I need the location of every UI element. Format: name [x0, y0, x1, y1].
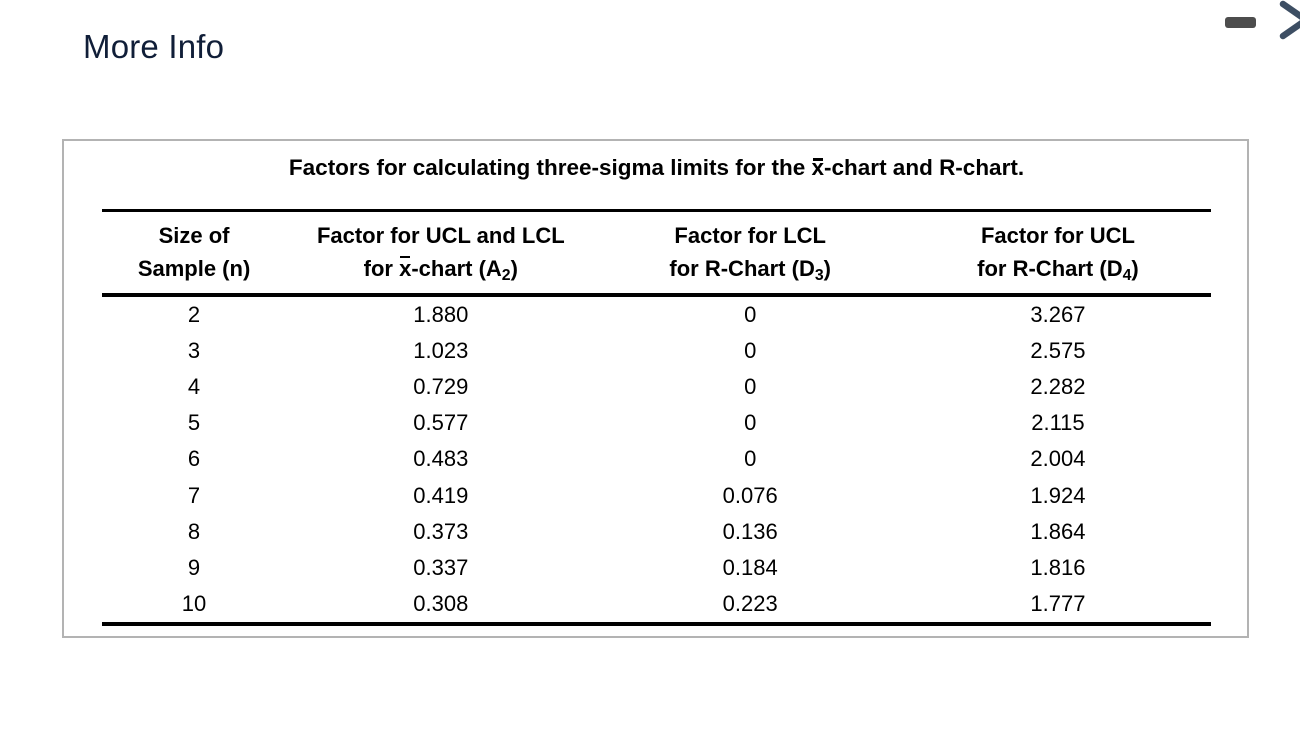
page-title: More Info: [83, 28, 225, 65]
table-cell: 0.076: [722, 482, 778, 508]
header-line: for R-Chart (D3): [596, 252, 905, 285]
table-title-text: Factors for calculating three-sigma limi…: [288, 155, 812, 180]
table-cell: 9: [187, 554, 201, 580]
chevron-right-icon[interactable]: [1279, 0, 1300, 42]
header-text: for: [363, 256, 400, 281]
table-cell: 2.575: [1030, 337, 1086, 363]
table-cell: 0.136: [722, 518, 778, 544]
table-cell: 0.483: [413, 446, 469, 472]
table-cell: 0: [744, 410, 757, 436]
table-row: 3 1.023 0 2.575: [102, 333, 1211, 369]
table-header-rule: [102, 292, 1211, 297]
table-row: 8 0.373 0.136 1.864: [102, 514, 1211, 550]
header-text: -chart (A: [411, 256, 502, 281]
header-text: ): [1131, 256, 1139, 281]
table-cell: 0.373: [413, 518, 469, 544]
subscript: 4: [1122, 266, 1132, 284]
table-cell: 3: [187, 337, 201, 363]
col-header-sample-size: Size of Sample (n): [102, 219, 286, 285]
table-row: 2 1.880 0 3.267: [102, 297, 1211, 333]
table-cell: 1.777: [1030, 591, 1086, 617]
table-cell: 6: [187, 446, 201, 472]
table-row: 4 0.729 0 2.282: [102, 369, 1211, 405]
header-line: Factor for UCL and LCL: [316, 223, 565, 248]
factors-table-panel: Factors for calculating three-sigma limi…: [62, 139, 1249, 638]
table-cell: 3.267: [1030, 301, 1086, 327]
header-line: Size of: [158, 223, 230, 248]
header-text: ): [823, 256, 831, 281]
table-row: 10 0.308 0.223 1.777: [102, 586, 1211, 622]
col-header-d4-factor: Factor for UCL for R-Chart (D4): [905, 219, 1211, 285]
table-cell: 0.308: [413, 591, 469, 617]
table-bottom-rule: [102, 622, 1211, 627]
xbar-symbol: x: [399, 252, 411, 285]
table-cell: 7: [187, 482, 201, 508]
table-cell: 2: [187, 301, 201, 327]
table-row: 5 0.577 0 2.115: [102, 405, 1211, 441]
table-cell: 1.864: [1030, 518, 1086, 544]
table-cell: 8: [187, 518, 201, 544]
col-header-a2-factor: Factor for UCL and LCL for x-chart (A2): [286, 219, 595, 285]
table-title: Factors for calculating three-sigma limi…: [102, 154, 1211, 182]
table-row: 6 0.483 0 2.004: [102, 441, 1211, 477]
table-cell: 0.419: [413, 482, 469, 508]
table-cell: 0.337: [413, 554, 469, 580]
table-header-row: Size of Sample (n) Factor for UCL and LC…: [102, 212, 1211, 293]
table-cell: 2.282: [1030, 373, 1086, 399]
table-cell: 1.880: [413, 301, 469, 327]
header-line: for R-Chart (D4): [905, 252, 1211, 285]
table-cell: 1.816: [1030, 554, 1086, 580]
table-top-rule: [102, 209, 1211, 212]
table-body: 2 1.880 0 3.267 3 1.023 0 2.575 4 0.729 0 2.282 5 0.5…: [102, 297, 1211, 623]
table-cell: 0: [744, 373, 757, 399]
table-cell: 0.577: [413, 410, 469, 436]
table-row: 9 0.337 0.184 1.816: [102, 550, 1211, 586]
header-line: Factor for UCL: [980, 223, 1135, 248]
table-cell: 5: [187, 410, 201, 436]
minimize-icon[interactable]: [1225, 17, 1256, 28]
table-cell: 0.184: [722, 554, 778, 580]
table-title-text: -chart and R-chart.: [824, 155, 1025, 180]
header-line: for x-chart (A2): [286, 252, 595, 285]
table-cell: 1.924: [1030, 482, 1086, 508]
table-cell: 0: [744, 337, 757, 363]
header-text: ): [510, 256, 518, 281]
table-cell: 4: [187, 373, 201, 399]
xbar-symbol: x: [811, 155, 825, 180]
subscript: 3: [814, 266, 824, 284]
table-row: 7 0.419 0.076 1.924: [102, 477, 1211, 513]
subscript: 2: [501, 266, 511, 284]
table-cell: 1.023: [413, 337, 469, 363]
table-cell: 2.115: [1031, 410, 1085, 436]
header-line: Factor for LCL: [674, 223, 826, 248]
table-cell: 0.223: [722, 591, 778, 617]
table-cell: 0.729: [413, 373, 469, 399]
col-header-d3-factor: Factor for LCL for R-Chart (D3): [596, 219, 905, 285]
table-cell: 0: [744, 301, 757, 327]
table-cell: 0: [744, 446, 757, 472]
header-text: for R-Chart (D: [669, 256, 815, 281]
header-line: Sample (n): [137, 256, 251, 281]
table-cell: 2.004: [1030, 446, 1086, 472]
header-text: for R-Chart (D: [977, 256, 1123, 281]
table-cell: 10: [181, 591, 207, 617]
